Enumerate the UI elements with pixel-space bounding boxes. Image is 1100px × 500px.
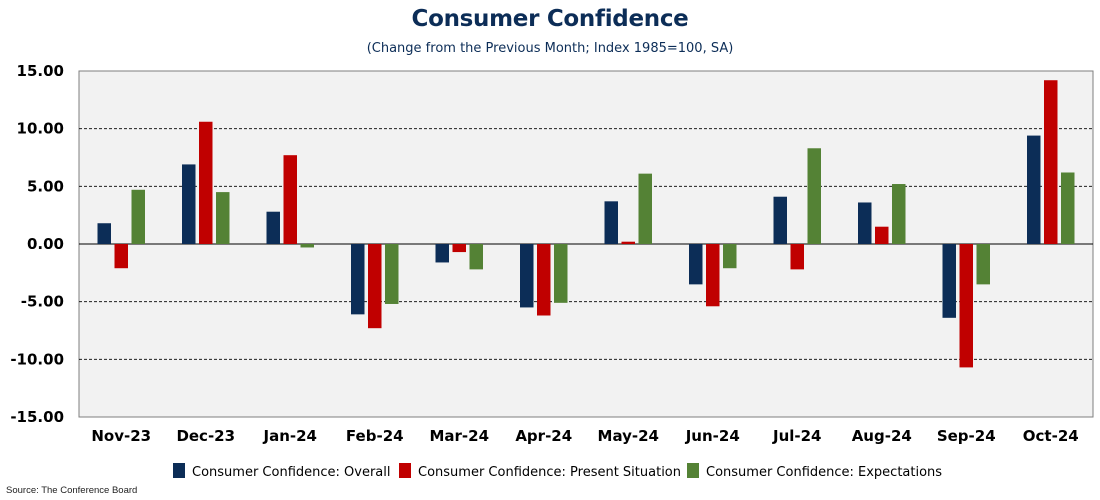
bar xyxy=(621,241,635,244)
legend-label: Consumer Confidence: Present Situation xyxy=(418,465,681,480)
bar xyxy=(875,226,889,244)
bars xyxy=(97,80,1075,368)
bar xyxy=(368,244,382,329)
bar xyxy=(435,244,449,263)
bar xyxy=(283,155,297,244)
x-tick-label: Nov-23 xyxy=(91,427,151,445)
y-tick-label: 10.00 xyxy=(17,120,64,138)
bar xyxy=(469,244,483,270)
y-tick-label: 5.00 xyxy=(27,177,64,195)
x-tick-label: Jun-24 xyxy=(685,427,740,445)
bar xyxy=(1027,135,1041,244)
x-tick-label: Oct-24 xyxy=(1023,427,1079,445)
bar xyxy=(114,244,128,269)
x-tick-label: Jul-24 xyxy=(772,427,822,445)
x-tick-label: Apr-24 xyxy=(515,427,572,445)
bar xyxy=(199,121,213,244)
x-tick-label: Dec-23 xyxy=(176,427,235,445)
bar xyxy=(976,244,990,285)
bar xyxy=(689,244,703,285)
y-tick-label: 15.00 xyxy=(17,62,64,80)
legend: Consumer Confidence: Overall Consumer Con… xyxy=(173,463,942,480)
source-note: Source: The Conference Board xyxy=(6,485,138,496)
bar xyxy=(131,189,145,244)
legend-swatch xyxy=(173,463,185,478)
bar xyxy=(537,244,551,316)
legend-swatch xyxy=(687,463,699,478)
bar xyxy=(959,244,973,368)
bar xyxy=(723,244,737,269)
bar xyxy=(300,244,314,248)
bar xyxy=(520,244,534,308)
y-tick-label: -5.00 xyxy=(21,293,64,311)
bar xyxy=(1044,80,1058,244)
bar xyxy=(385,244,399,304)
legend-swatch xyxy=(399,463,411,478)
x-tick-label: Feb-24 xyxy=(346,427,404,445)
bar xyxy=(266,211,280,244)
y-tick-label: -10.00 xyxy=(10,350,64,368)
bar xyxy=(773,196,787,244)
bar xyxy=(638,173,652,244)
bar xyxy=(182,164,196,244)
bar xyxy=(351,244,365,315)
chart-title: Consumer Confidence xyxy=(411,6,689,32)
legend-label: Consumer Confidence: Expectations xyxy=(706,465,942,480)
bar xyxy=(858,202,872,244)
bar xyxy=(942,244,956,318)
x-tick-labels: Nov-23 Dec-23 Jan-24 Feb-24 Mar-24 Apr-24 May-… xyxy=(91,427,1078,445)
legend-label: Consumer Confidence: Overall xyxy=(192,465,391,480)
bar xyxy=(892,184,906,244)
bar xyxy=(554,244,568,303)
gridlines xyxy=(79,128,1093,360)
bar xyxy=(790,244,804,270)
x-tick-label: Jan-24 xyxy=(263,427,317,445)
bar xyxy=(1061,172,1075,244)
bar xyxy=(216,192,230,244)
bar xyxy=(604,201,618,244)
y-tick-label: -15.00 xyxy=(10,408,64,426)
x-tick-label: Aug-24 xyxy=(852,427,912,445)
y-tick-label: 0.00 xyxy=(27,235,64,253)
y-tick-labels: 15.00 10.00 5.00 0.00 -5.00 -10.00 -15.00 xyxy=(10,62,64,426)
bar xyxy=(807,148,821,244)
bar xyxy=(97,223,111,244)
bar xyxy=(452,244,466,253)
x-tick-label: Sep-24 xyxy=(937,427,996,445)
x-tick-label: May-24 xyxy=(598,427,659,445)
bar xyxy=(706,244,720,307)
x-tick-label: Mar-24 xyxy=(429,427,489,445)
chart-subtitle: (Change from the Previous Month; Index 1… xyxy=(366,41,734,56)
